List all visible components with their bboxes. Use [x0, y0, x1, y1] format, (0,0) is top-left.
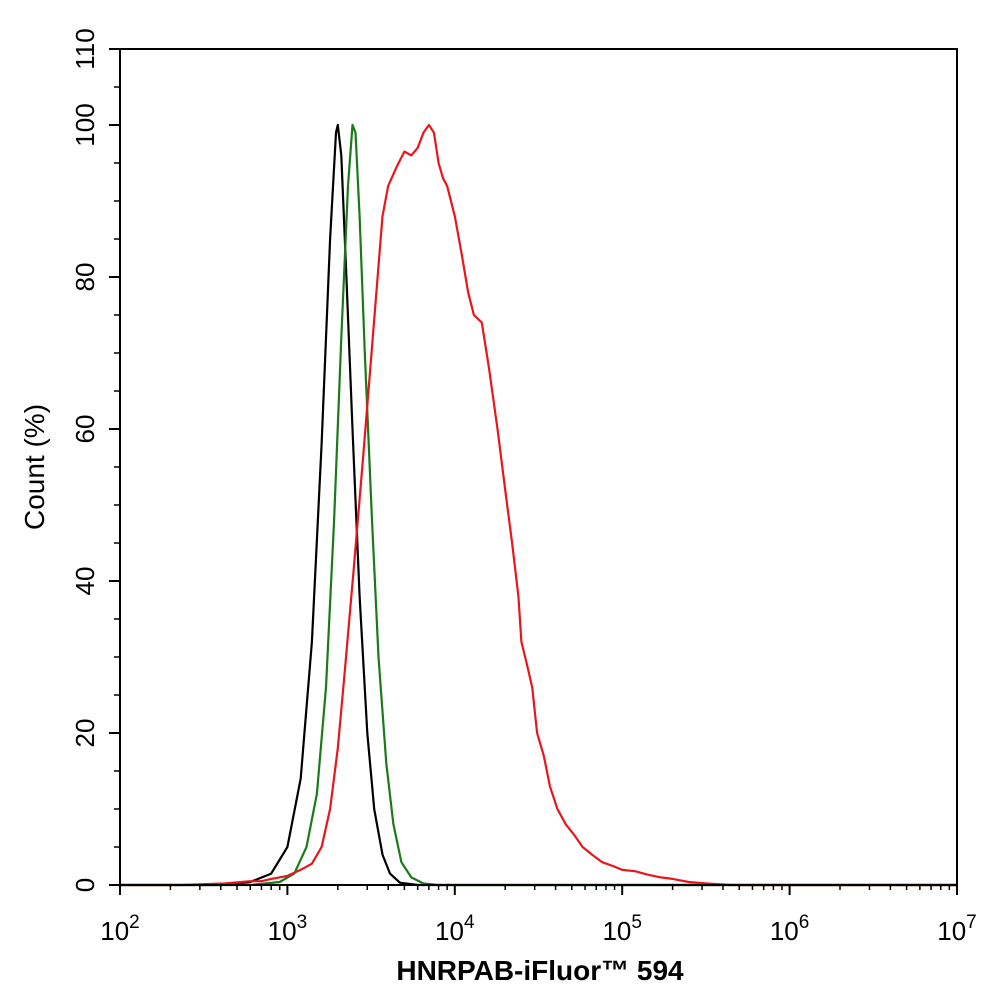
series-layer — [120, 123, 957, 887]
x-tick-label: 105 — [602, 912, 642, 946]
major-tick-layer — [109, 48, 958, 895]
y-tick-label: 0 — [70, 878, 100, 892]
x-tick-label: 104 — [435, 912, 475, 946]
y-tick-label: 110 — [70, 28, 100, 69]
y-tick-label: 20 — [70, 719, 100, 748]
plot-frame — [119, 48, 958, 886]
y-tick-label: 40 — [70, 567, 100, 596]
series-line-3 — [120, 123, 957, 887]
series-line-2 — [120, 123, 957, 887]
y-tick-label: 60 — [70, 415, 100, 444]
x-axis-title: HNRPAB-iFluor™ 594 — [396, 955, 684, 986]
x-tick-label: 102 — [100, 912, 140, 946]
y-axis-title: Count (%) — [19, 404, 50, 530]
y-tick-label: 100 — [70, 103, 100, 146]
x-tick-label: 106 — [770, 912, 810, 946]
label-layer: 102 103 104 105 106 107 0 20 40 60 80 100 110 — [70, 28, 977, 946]
y-tick-label: 80 — [70, 263, 100, 292]
series-line-1 — [120, 123, 957, 887]
x-tick-label: 107 — [937, 912, 977, 946]
x-tick-label: 103 — [268, 912, 308, 946]
